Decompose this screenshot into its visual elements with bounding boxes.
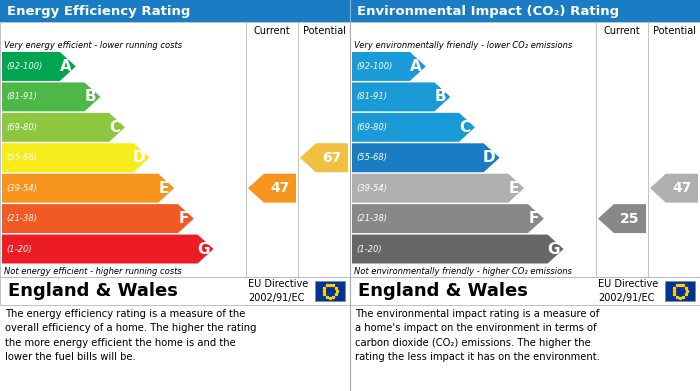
Text: EU Directive
2002/91/EC: EU Directive 2002/91/EC [248,280,308,303]
Polygon shape [2,143,150,172]
Text: D: D [483,150,496,165]
Text: 47: 47 [672,181,692,195]
Text: (39-54): (39-54) [6,184,37,193]
Text: B: B [434,90,446,104]
Text: Energy Efficiency Rating: Energy Efficiency Rating [7,5,190,18]
Polygon shape [2,174,174,203]
Text: Very environmentally friendly - lower CO₂ emissions: Very environmentally friendly - lower CO… [354,41,573,50]
Text: The environmental impact rating is a measure of
a home's impact on the environme: The environmental impact rating is a mea… [355,309,600,362]
Polygon shape [598,204,646,233]
Text: G: G [197,242,209,256]
Text: (92-100): (92-100) [6,62,43,71]
Text: The energy efficiency rating is a measure of the
overall efficiency of a home. T: The energy efficiency rating is a measur… [5,309,256,362]
Text: (81-91): (81-91) [356,92,387,101]
Polygon shape [300,143,348,172]
Text: E: E [159,181,169,196]
Text: C: C [459,120,470,135]
Text: C: C [109,120,120,135]
Bar [315,281,345,301]
Text: Not environmentally friendly - higher CO₂ emissions: Not environmentally friendly - higher CO… [354,267,572,276]
Polygon shape [2,83,100,111]
Text: F: F [178,211,189,226]
Text: Current: Current [253,26,290,36]
Text: (1-20): (1-20) [356,244,382,253]
Bar [350,22,700,277]
Polygon shape [248,174,296,203]
Polygon shape [352,83,450,111]
Polygon shape [650,174,698,203]
Polygon shape [352,52,426,81]
Polygon shape [2,235,214,264]
Text: (55-68): (55-68) [356,153,387,162]
Text: England & Wales: England & Wales [358,282,528,300]
Bar [0,0,350,22]
Text: (69-80): (69-80) [356,123,387,132]
Bar [665,281,695,301]
Text: (81-91): (81-91) [6,92,37,101]
Polygon shape [352,204,544,233]
Text: Potential: Potential [302,26,346,36]
Text: A: A [60,59,71,74]
Bar [0,22,350,277]
Text: (92-100): (92-100) [356,62,393,71]
Bar [350,0,700,22]
Polygon shape [352,235,564,264]
Text: B: B [84,90,96,104]
Text: (69-80): (69-80) [6,123,37,132]
Polygon shape [352,174,524,203]
Text: England & Wales: England & Wales [8,282,178,300]
Polygon shape [352,113,475,142]
Text: Potential: Potential [652,26,696,36]
Polygon shape [2,113,125,142]
Text: (39-54): (39-54) [356,184,387,193]
Text: Very energy efficient - lower running costs: Very energy efficient - lower running co… [4,41,182,50]
Text: 25: 25 [620,212,640,226]
Text: 67: 67 [322,151,342,165]
Text: Current: Current [603,26,640,36]
Text: (55-68): (55-68) [6,153,37,162]
Text: (21-38): (21-38) [6,214,37,223]
Text: E: E [509,181,519,196]
Text: Not energy efficient - higher running costs: Not energy efficient - higher running co… [4,267,182,276]
Text: F: F [528,211,539,226]
Polygon shape [2,204,194,233]
Text: 47: 47 [270,181,290,195]
Text: Environmental Impact (CO₂) Rating: Environmental Impact (CO₂) Rating [357,5,619,18]
Text: D: D [133,150,146,165]
Polygon shape [2,52,76,81]
Text: G: G [547,242,559,256]
Bar [350,277,700,305]
Text: (1-20): (1-20) [6,244,32,253]
Text: A: A [410,59,421,74]
Text: EU Directive
2002/91/EC: EU Directive 2002/91/EC [598,280,658,303]
Polygon shape [352,143,500,172]
Text: (21-38): (21-38) [356,214,387,223]
Bar [0,277,350,305]
